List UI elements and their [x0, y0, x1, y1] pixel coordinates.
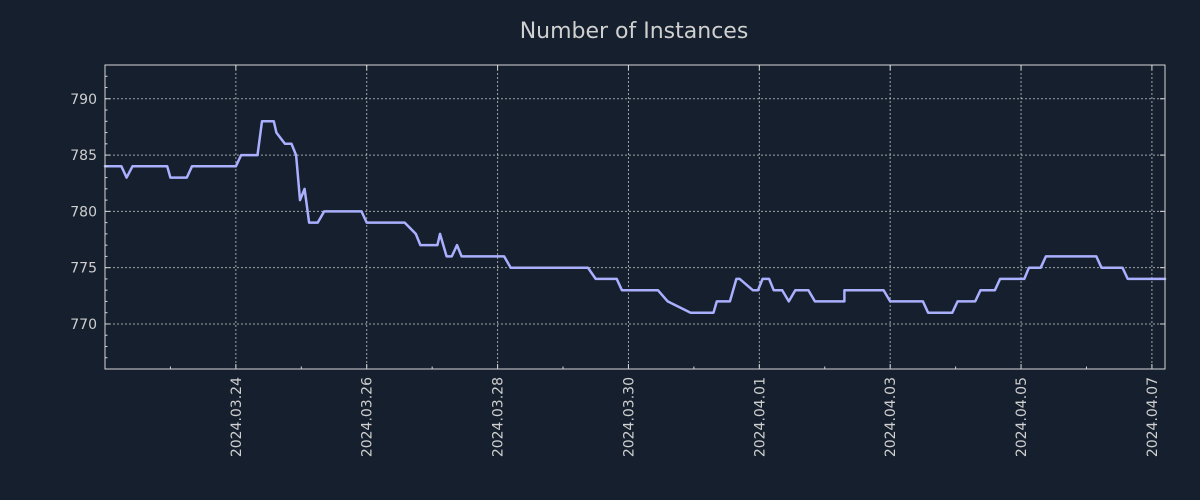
y-tick-label: 770 [70, 317, 97, 333]
x-tick-label: 2024.04.05 [1014, 377, 1030, 457]
x-tick-label: 2024.03.24 [229, 377, 245, 457]
y-tick-label: 790 [70, 92, 97, 108]
x-tick-label: 2024.04.07 [1145, 377, 1161, 457]
x-tick-label: 2024.03.30 [621, 377, 637, 457]
x-tick-label: 2024.04.03 [883, 377, 899, 457]
x-tick-label: 2024.04.01 [752, 377, 768, 457]
axis-ticks [104, 64, 1165, 370]
tick-labels: 770 775 780 785 790 2024.03.24 2024.03.26 2024.… [70, 92, 1161, 457]
x-tick-label: 2024.03.28 [491, 377, 507, 457]
series-line-instances [103, 120, 1167, 314]
y-tick-label: 780 [70, 204, 97, 220]
x-tick-label: 2024.03.26 [360, 377, 376, 457]
chart-title: Number of Instances [520, 19, 749, 44]
y-tick-label: 785 [70, 148, 97, 164]
plot-frame [104, 64, 1166, 370]
y-tick-label: 775 [70, 261, 97, 277]
grid-lines [105, 65, 1165, 369]
series-layer [103, 120, 1167, 314]
